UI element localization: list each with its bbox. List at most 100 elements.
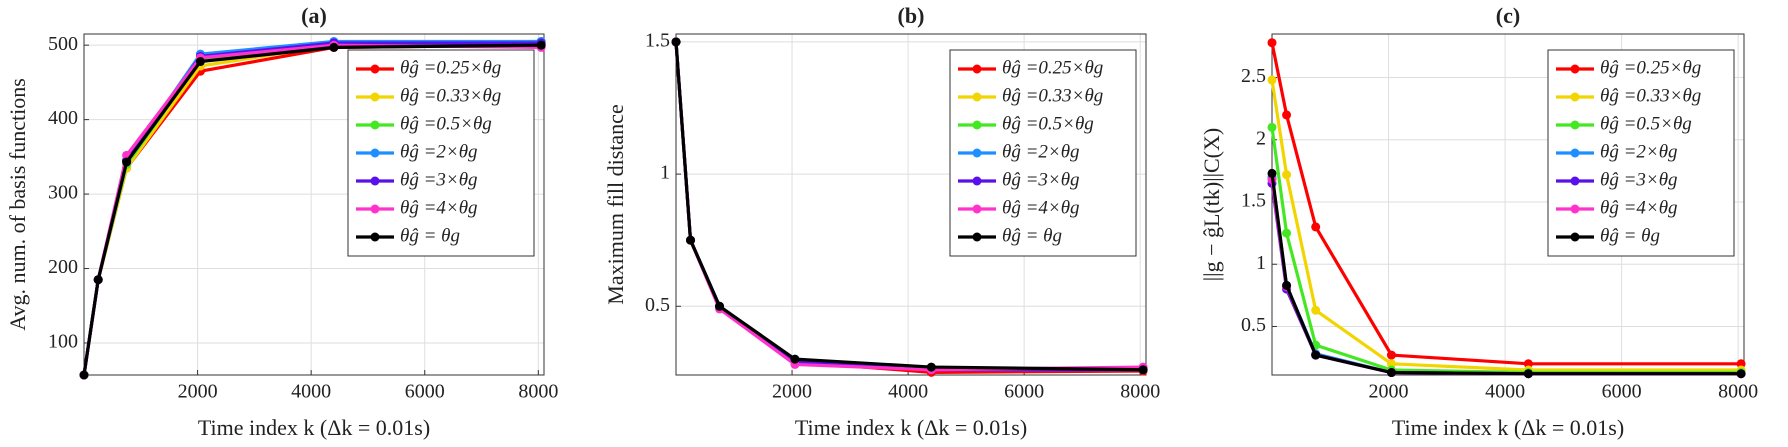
y-tick-label: 500 [48, 33, 78, 55]
y-axis-label: ||g − ĝL(tk)||C(X) [1199, 128, 1224, 281]
legend-marker [972, 176, 982, 186]
legend-label: θĝ =2×θg [1002, 141, 1080, 162]
legend-label: θĝ =0.25×θg [1600, 57, 1701, 78]
legend-marker [1570, 92, 1580, 102]
x-tick-label: 2000 [1369, 381, 1409, 403]
x-tick-label: 2000 [178, 381, 218, 403]
data-point [1311, 350, 1321, 360]
chart-title: (a) [301, 3, 327, 28]
legend-label: θĝ =4×θg [1600, 197, 1678, 218]
legend: θĝ =0.25×θg θĝ =0.33×θg θĝ =0.5×θg θĝ =2×θg… [347, 49, 535, 257]
data-point [79, 370, 89, 380]
data-point [1736, 369, 1746, 379]
legend-marker [370, 176, 380, 186]
legend-label: θĝ =3×θg [1600, 169, 1678, 190]
legend-label: θĝ =0.5×θg [400, 113, 492, 134]
legend-marker [1570, 232, 1580, 242]
legend-label: θĝ =0.33×θg [1002, 85, 1103, 106]
legend-label: θĝ =3×θg [400, 169, 478, 190]
axes-frame [83, 33, 545, 376]
data-point [1523, 369, 1533, 379]
legend-marker [370, 204, 380, 214]
y-tick-label: 0.5 [645, 294, 670, 316]
y-tick-label: 2 [1256, 127, 1266, 149]
y-axis-label: Avg. num. of basis functions [5, 78, 30, 331]
data-point [1282, 170, 1292, 180]
y-tick-label: 2.5 [1241, 65, 1266, 87]
y-tick-label: 1 [660, 162, 670, 184]
axes-frame [675, 33, 1147, 376]
y-tick-label: 1.5 [645, 30, 670, 52]
x-tick-label: 6000 [405, 381, 445, 403]
x-axis-label: Time index k (Δk = 0.01s) [1392, 415, 1624, 440]
data-point [1523, 359, 1533, 369]
y-tick-label: 0.5 [1241, 314, 1266, 336]
data-point [686, 235, 696, 245]
legend-marker [370, 92, 380, 102]
x-axis-label: Time index k (Δk = 0.01s) [795, 415, 1027, 440]
legend-marker [1570, 120, 1580, 130]
data-point [1386, 350, 1396, 360]
data-point [1282, 280, 1292, 290]
data-point [1386, 368, 1396, 378]
data-point [122, 157, 132, 167]
x-axis-label: Time index k (Δk = 0.01s) [198, 415, 430, 440]
legend-marker [370, 232, 380, 242]
x-tick-label: 6000 [1004, 381, 1044, 403]
y-tick-label: 300 [48, 182, 78, 204]
y-tick-label: 400 [48, 107, 78, 129]
legend-label: θĝ =4×θg [400, 197, 478, 218]
series-line [1270, 173, 1742, 376]
legend-marker [1570, 176, 1580, 186]
subplot: 2000 4000 6000 8000 0.5 1 1.5 (b) Time index k (… [603, 3, 1160, 440]
legend-label: θĝ =2×θg [1600, 141, 1678, 162]
data-point [195, 57, 205, 67]
x-tick-label: 8000 [1718, 381, 1758, 403]
legend-label: θĝ =0.5×θg [1600, 113, 1692, 134]
x-tick-label: 6000 [1602, 381, 1642, 403]
x-tick-label: 4000 [888, 381, 928, 403]
series-line [1270, 42, 1742, 366]
subplot: 2000 4000 6000 8000 100 200 300 400 500 (a) Time i… [5, 3, 558, 440]
data-point [1282, 228, 1292, 238]
legend: θĝ =0.25×θg θĝ =0.33×θg θĝ =0.5×θg θĝ =2×θg… [949, 49, 1137, 257]
x-tick-label: 4000 [291, 381, 331, 403]
data-point [536, 40, 546, 50]
y-tick-label: 1.5 [1241, 190, 1266, 212]
series-line [674, 41, 1144, 372]
y-axis-label: Maximum fill distance [603, 104, 628, 304]
data-point [1267, 38, 1277, 48]
legend-label: θĝ =3×θg [1002, 169, 1080, 190]
legend-label: θĝ =2×θg [400, 141, 478, 162]
legend-marker [972, 204, 982, 214]
data-point [1311, 222, 1321, 232]
legend-marker [370, 148, 380, 158]
legend-marker [972, 232, 982, 242]
x-tick-label: 4000 [1485, 381, 1525, 403]
legend-marker [972, 148, 982, 158]
series-line [82, 43, 542, 376]
data-point [1138, 365, 1148, 375]
legend-label: θĝ = θg [1600, 225, 1660, 246]
legend-label: θĝ =0.25×θg [1002, 57, 1103, 78]
legend-label: θĝ =0.33×θg [1600, 85, 1701, 106]
data-point [1267, 168, 1277, 178]
data-point [329, 42, 339, 52]
data-point [926, 362, 936, 372]
legend-marker [370, 120, 380, 130]
y-tick-label: 1 [1256, 252, 1266, 274]
legend: θĝ =0.25×θg θĝ =0.33×θg θĝ =0.5×θg θĝ =2×θg… [1547, 49, 1735, 257]
chart-title: (b) [898, 3, 925, 28]
legend-marker [972, 92, 982, 102]
x-tick-label: 8000 [518, 381, 558, 403]
data-point [93, 275, 103, 285]
data-point [715, 301, 725, 311]
chart-title: (c) [1496, 3, 1520, 28]
y-tick-label: 100 [48, 331, 78, 353]
legend-marker [972, 64, 982, 74]
legend-label: θĝ =0.5×θg [1002, 113, 1094, 134]
data-point [1267, 75, 1277, 85]
series-line [1270, 79, 1742, 372]
legend-marker [1570, 148, 1580, 158]
